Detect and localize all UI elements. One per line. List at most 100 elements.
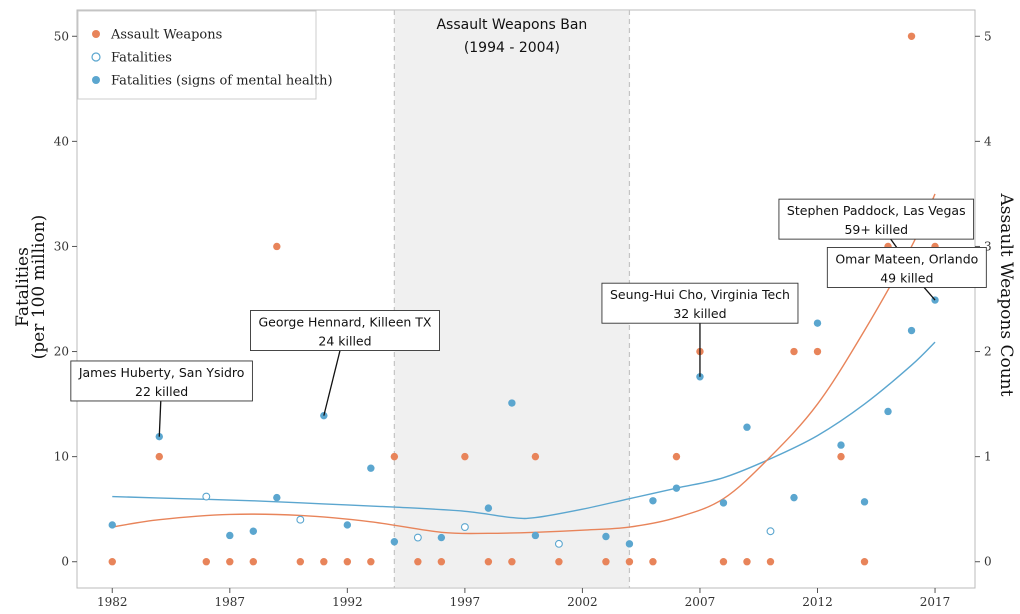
annotation-label: James Huberty, San Ysidro 22 killed (70, 360, 253, 402)
fatalities-mental-health-point (813, 319, 822, 327)
assault-weapons-point (907, 32, 916, 40)
assault-weapons-point (273, 242, 281, 251)
y-left-tick-label: 30 (54, 239, 69, 253)
assault-weapons-point (367, 558, 375, 566)
assault-weapons-point (437, 558, 446, 566)
y-left-tick-label: 0 (61, 555, 69, 569)
y-right-tick-label: 4 (984, 134, 992, 148)
assault-weapons-point (461, 452, 469, 461)
annotation-box (70, 360, 253, 402)
legend-layer: Assault Weapons Fatalities Fatalities (sig… (77, 10, 333, 100)
ban-period-band (394, 11, 630, 587)
fatalities-mental-health-point (860, 498, 869, 506)
fatalities-point (554, 539, 563, 548)
x-tick-label: 2012 (802, 595, 833, 609)
legend-box (77, 10, 317, 100)
y-right-tick-label: 5 (984, 29, 992, 43)
assault-weapons-point (320, 558, 328, 566)
fatalities-point (413, 533, 422, 542)
trend-layer (112, 193, 936, 535)
y-right-axis-title: Assault Weapons Count (996, 193, 1016, 397)
assault-weapons-point (860, 558, 869, 566)
ban-subtitle: (1994 - 2004) (464, 40, 560, 56)
y-left-tick-label: 10 (54, 450, 69, 464)
x-tick-label: 2002 (567, 595, 598, 609)
annotation-name: James Huberty, San Ysidro (78, 365, 245, 380)
x-tick-label: 1982 (97, 595, 128, 609)
annotation-box (601, 282, 799, 324)
fatalities-mental-health-point (508, 399, 516, 407)
annotation-label: Stephen Paddock, Las Vegas 59+ killed (778, 198, 975, 240)
annotations-layer: James Huberty, San Ysidro 22 killed George… (70, 198, 987, 437)
legend-fatalities-marker (91, 52, 101, 62)
assault-weapons-point (555, 558, 563, 566)
x-tick-label: 1997 (450, 595, 481, 609)
annotation-name: Omar Mateen, Orlando (835, 251, 978, 266)
annotation-label: Seung-Hui Cho, Virginia Tech 32 killed (601, 282, 799, 324)
fatalities-mental-health-point (907, 326, 916, 335)
x-tick-label: 2007 (685, 595, 716, 609)
assault-weapons-point (414, 558, 422, 566)
x-tick-label: 1992 (332, 595, 363, 609)
annotation-killed: 24 killed (318, 334, 371, 349)
annotation-label: George Hennard, Killeen TX 24 killed (250, 310, 440, 351)
fatalities-mental-health-point (672, 484, 681, 492)
assault-weapons-point (531, 452, 540, 461)
assault-weapons-point (743, 558, 751, 566)
fatalities-mental-health-point (884, 407, 892, 416)
fatalities-mental-health-point (484, 504, 493, 512)
fatalities-mental-health-point (367, 464, 375, 472)
annotation-box (778, 198, 975, 240)
annotation-name: George Hennard, Killeen TX (258, 315, 431, 330)
fatalities-mental-health-point (531, 531, 540, 540)
y-left-axis-title-line2: (per 100 million) (29, 215, 49, 360)
x-tick-label: 1987 (215, 595, 246, 609)
fatalities-mental-health-point (602, 532, 610, 541)
assault-weapons-point (155, 452, 163, 461)
annotation-label: Omar Mateen, Orlando 49 killed (826, 247, 987, 288)
assault-weapons-point (766, 558, 775, 566)
fatalities-point (766, 527, 775, 536)
legend-fatalities-mental-health-marker (92, 76, 100, 84)
annotation-name: Seung-Hui Cho, Virginia Tech (610, 287, 790, 302)
ban-title: Assault Weapons Ban (436, 17, 587, 33)
fatalities-mental-health-point (743, 423, 751, 431)
fatalities-mental-health-point (837, 441, 845, 449)
fatalities-mental-health-point (249, 527, 258, 535)
assault-weapons-point (249, 558, 258, 566)
assault-weapons-point (719, 558, 728, 566)
assault-weapons-point (484, 558, 493, 566)
y-right-tick-label: 1 (984, 450, 992, 464)
annotation-box (250, 310, 440, 351)
fatalities-point (202, 492, 211, 501)
assault-weapons-point (508, 558, 516, 566)
assault-weapons-point (813, 347, 822, 356)
assault-weapons-point (202, 558, 210, 566)
annotation-name: Stephen Paddock, Las Vegas (787, 203, 966, 218)
annotation-killed: 59+ killed (844, 222, 908, 237)
fatalities-mental-health-point (719, 499, 728, 507)
assault-weapons-point (790, 347, 798, 356)
assault-weapons-point (296, 558, 305, 566)
y-left-axis-title-line1: Fatalities (13, 247, 33, 327)
assault-weapons-point (837, 452, 845, 461)
fatalities-trend-line (112, 341, 936, 520)
assault-weapons-point (226, 558, 234, 566)
fatalities-mental-health-point (273, 493, 281, 502)
ban-period-layer: Assault Weapons Ban (1994 - 2004) (393, 10, 631, 588)
fatalities-mental-health-point (625, 540, 634, 548)
assault-weapons-point (108, 558, 116, 566)
fatalities-point (460, 523, 469, 531)
y-left-tick-label: 40 (54, 134, 69, 148)
assault-weapons-point (602, 558, 610, 566)
assault-weapons-point (390, 452, 399, 461)
x-tick-label: 2017 (920, 595, 951, 609)
fatalities-mental-health-point (226, 531, 234, 540)
legend-label: Fatalities (111, 51, 172, 66)
fatalities-mental-health-point (649, 497, 657, 505)
y-left-tick-label: 20 (54, 345, 69, 359)
assault-weapons-point (672, 452, 681, 461)
fatalities-point (296, 515, 305, 524)
